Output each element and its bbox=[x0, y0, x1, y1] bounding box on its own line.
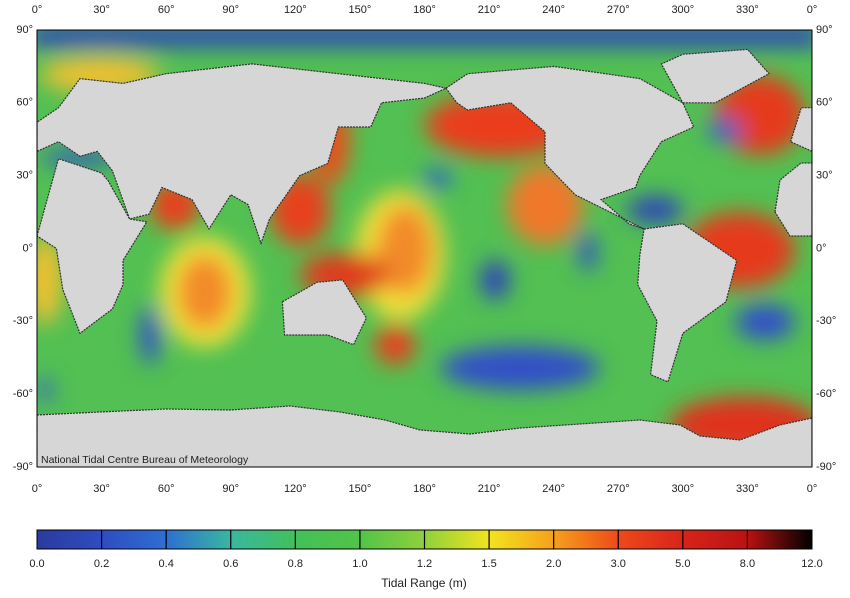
lon-label-bottom: 0° bbox=[807, 483, 818, 495]
lat-label-left: 30° bbox=[16, 170, 33, 182]
lat-label-right: -60° bbox=[816, 388, 836, 400]
lon-label-bottom: 180° bbox=[413, 483, 436, 495]
colorbar-label: 1.2 bbox=[417, 558, 432, 570]
australia bbox=[281, 279, 368, 346]
colorbar-label: 0.6 bbox=[223, 558, 238, 570]
tidal-field bbox=[37, 30, 812, 453]
lon-label-top: 90° bbox=[222, 4, 239, 16]
lon-label-bottom: 330° bbox=[736, 483, 759, 495]
lon-label-bottom: 0° bbox=[32, 483, 43, 495]
colorbar-label: 1.0 bbox=[352, 558, 367, 570]
colorbar-label: 0.8 bbox=[288, 558, 303, 570]
eurasia bbox=[37, 63, 812, 246]
colorbar-label: 0.2 bbox=[94, 558, 109, 570]
lon-label-top: 60° bbox=[158, 4, 175, 16]
colorbar-label: 0.4 bbox=[159, 558, 174, 570]
lat-label-right: -90° bbox=[816, 461, 836, 473]
lat-label-right: 60° bbox=[816, 97, 833, 109]
colorbar-label: 2.0 bbox=[546, 558, 561, 570]
lat-label-left: 60° bbox=[16, 97, 33, 109]
lat-label-left: 0° bbox=[22, 242, 33, 254]
lon-label-top: 150° bbox=[349, 4, 372, 16]
lon-label-top: 120° bbox=[284, 4, 307, 16]
lon-label-top: 270° bbox=[607, 4, 630, 16]
colorbar-label: 3.0 bbox=[611, 558, 626, 570]
lon-label-top: 0° bbox=[32, 4, 43, 16]
colorbar-label: 8.0 bbox=[740, 558, 755, 570]
lon-label-bottom: 30° bbox=[93, 483, 110, 495]
south-america bbox=[637, 223, 738, 383]
lon-label-bottom: 60° bbox=[158, 483, 175, 495]
lat-label-right: 0° bbox=[816, 242, 827, 254]
colorbar-title: Tidal Range (m) bbox=[381, 576, 467, 590]
lat-label-right: 90° bbox=[816, 24, 833, 36]
colorbar-label: 0.0 bbox=[29, 558, 44, 570]
lon-label-bottom: 150° bbox=[349, 483, 372, 495]
lat-label-left: 90° bbox=[16, 24, 33, 36]
lat-label-right: 30° bbox=[816, 170, 833, 182]
lon-label-bottom: 210° bbox=[478, 483, 501, 495]
colorbar-label: 12.0 bbox=[801, 558, 822, 570]
lon-label-top: 210° bbox=[478, 4, 501, 16]
lon-label-bottom: 120° bbox=[284, 483, 307, 495]
lon-label-top: 240° bbox=[542, 4, 565, 16]
lon-label-bottom: 240° bbox=[542, 483, 565, 495]
colorbar-label: 1.5 bbox=[481, 558, 496, 570]
lon-label-top: 0° bbox=[807, 4, 818, 16]
map-frame bbox=[36, 29, 813, 468]
lon-label-bottom: 300° bbox=[671, 483, 694, 495]
africa bbox=[37, 157, 812, 335]
credit: National Tidal Centre Bureau of Meteorol… bbox=[41, 454, 249, 466]
lon-label-bottom: 270° bbox=[607, 483, 630, 495]
lat-label-right: -30° bbox=[816, 315, 836, 327]
map-area bbox=[37, 30, 812, 467]
lon-label-top: 180° bbox=[413, 4, 436, 16]
lon-label-top: 330° bbox=[736, 4, 759, 16]
lat-label-left: -90° bbox=[13, 461, 33, 473]
lon-label-top: 30° bbox=[93, 4, 110, 16]
lat-label-left: -30° bbox=[13, 315, 33, 327]
colorbar-label: 5.0 bbox=[675, 558, 690, 570]
lat-label-left: -60° bbox=[13, 388, 33, 400]
antarctica bbox=[37, 405, 812, 467]
lon-label-bottom: 90° bbox=[222, 483, 239, 495]
north-america bbox=[445, 65, 695, 230]
lon-label-top: 300° bbox=[671, 4, 694, 16]
greenland bbox=[660, 48, 770, 104]
